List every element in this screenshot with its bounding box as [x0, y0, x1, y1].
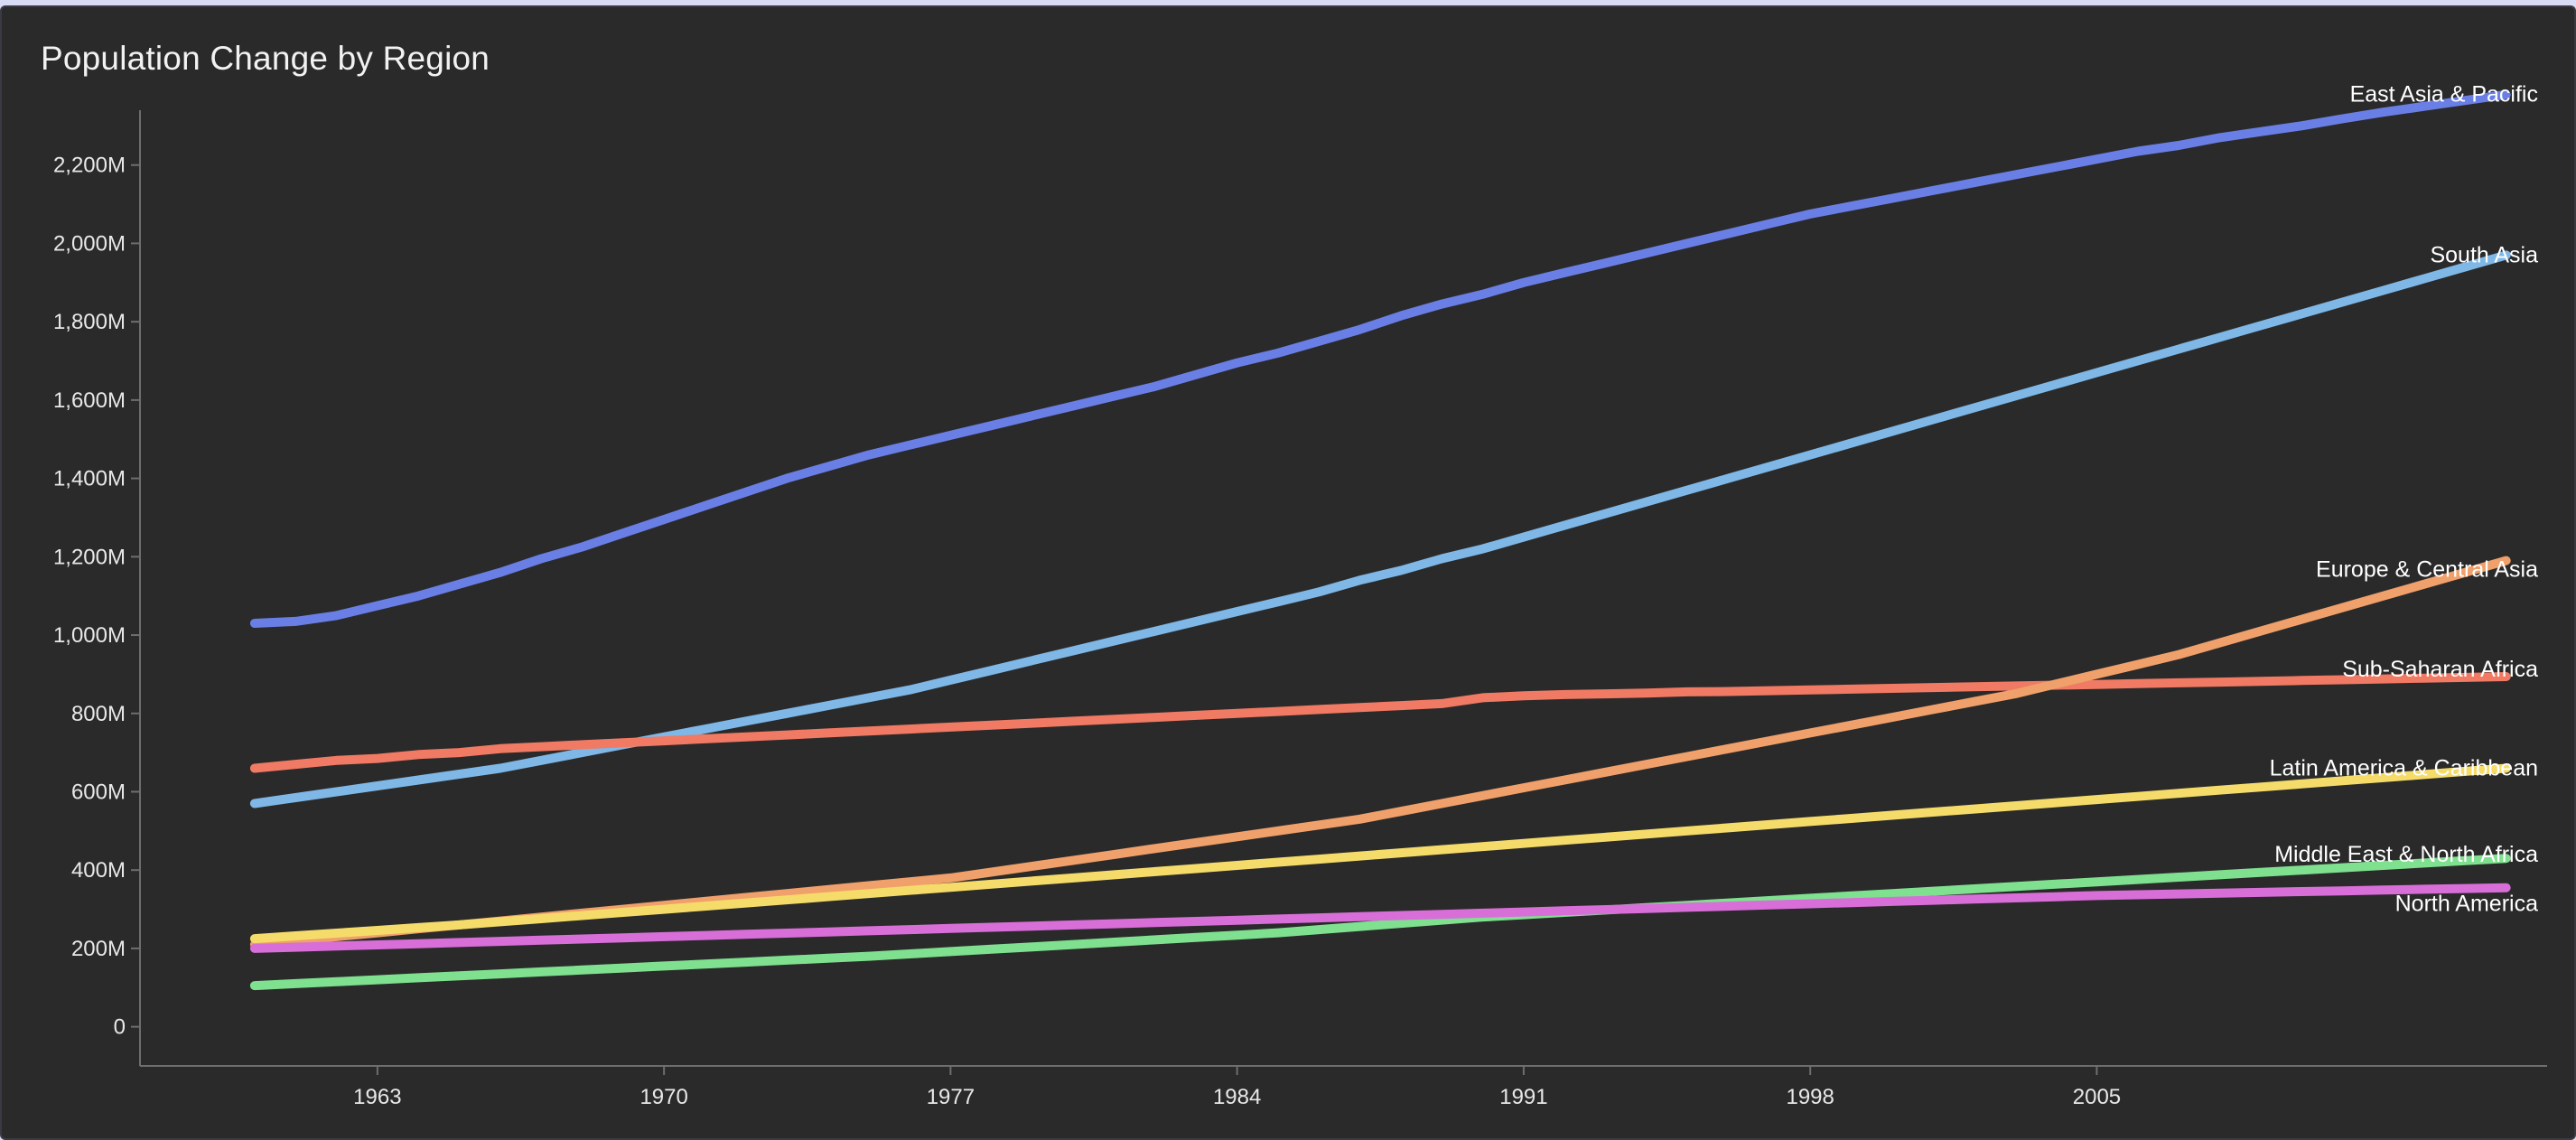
y-tick-label: 2,200M [53, 154, 126, 178]
series-line-middle-east-north-africa [249, 854, 2511, 991]
chart-card [0, 5, 2576, 1140]
y-tick-label: 600M [71, 780, 126, 804]
chart-title: Population Change by Region [41, 40, 490, 77]
series-label-north-america: North America [2395, 892, 2538, 917]
y-tick-label: 200M [71, 937, 126, 961]
series-label-sub-saharan-africa: Sub-Saharan Africa [2342, 657, 2538, 682]
x-tick-label: 1998 [1786, 1085, 1834, 1109]
y-tick-label: 1,800M [53, 310, 126, 334]
x-tick-label: 1977 [927, 1085, 975, 1109]
y-tick-label: 1,400M [53, 467, 126, 491]
y-tick-label: 800M [71, 702, 126, 726]
series-label-latin-america-caribbean: Latin America & Caribbean [2270, 755, 2538, 780]
x-tick-label: 1970 [639, 1085, 687, 1109]
series-line-south-asia [249, 250, 2511, 808]
series-label-middle-east-north-africa: Middle East & North Africa [2274, 842, 2538, 867]
series-line-latin-america-caribbean [249, 763, 2511, 944]
series-label-south-asia: South Asia [2430, 242, 2538, 267]
y-tick-label: 2,000M [53, 231, 126, 256]
y-tick-label: 400M [71, 858, 126, 883]
series-line-east-asia-pacific [249, 89, 2511, 628]
series-label-east-asia-pacific: East Asia & Pacific [2350, 82, 2538, 107]
series-line-north-america [249, 883, 2511, 953]
series-line-sub-saharan-africa [249, 672, 2511, 773]
y-tick-label: 1,600M [53, 388, 126, 413]
series-label-europe-central-asia: Europe & Central Asia [2316, 557, 2538, 583]
x-tick-label: 1991 [1499, 1085, 1547, 1109]
x-tick-label: 2005 [2073, 1085, 2121, 1109]
y-tick-label: 0 [114, 1015, 126, 1040]
y-tick-label: 1,200M [53, 545, 126, 569]
y-tick-label: 1,000M [53, 623, 126, 648]
x-tick-label: 1984 [1213, 1085, 1261, 1109]
x-tick-label: 1963 [353, 1085, 401, 1109]
